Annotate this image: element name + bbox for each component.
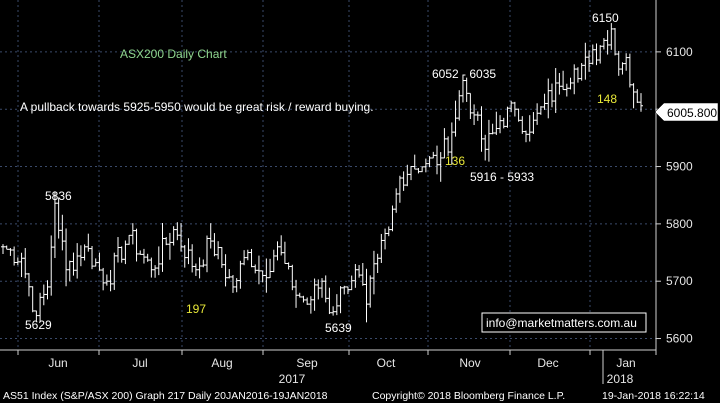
x-year-label: 2018 [607, 372, 634, 386]
footer-center: Copyright© 2018 Bloomberg Finance L.P. [372, 390, 565, 402]
x-tick-label: Jan [616, 356, 635, 370]
axes: 560057005800590060006100JunJulAugSepOctN… [0, 0, 693, 386]
contact-box: info@marketmatters.com.au [481, 312, 647, 333]
x-tick-label: Nov [459, 356, 480, 370]
last-price-box: 6005.800 [654, 102, 719, 122]
grid-layer [0, 0, 657, 350]
annotation-5639: 5639 [325, 321, 352, 335]
annotation-6150: 6150 [592, 11, 619, 25]
x-tick-label: Jun [48, 356, 67, 370]
x-tick-label: Aug [211, 356, 232, 370]
annotation-136: 136 [445, 154, 465, 168]
chart-title: ASX200 Daily Chart [120, 47, 227, 61]
annotation-5836: 5836 [45, 189, 72, 203]
x-tick-label: Oct [377, 356, 396, 370]
x-tick-label: Jul [132, 356, 147, 370]
annotation-5629: 5629 [25, 318, 52, 332]
x-year-label: 2017 [279, 372, 306, 386]
last-price-label: 6005.800 [667, 106, 717, 120]
annotation-6052-6035: 6052 - 6035 [432, 67, 496, 81]
y-tick-label: 6100 [666, 45, 693, 59]
x-tick-label: Dec [537, 356, 558, 370]
annotation-5916-5933: 5916 - 5933 [470, 170, 534, 184]
y-tick-label: 5700 [666, 274, 693, 288]
ohlc-bars [1, 23, 643, 323]
y-tick-label: 5900 [666, 160, 693, 174]
x-tick-label: Sep [296, 356, 318, 370]
footer-bar: AS51 Index (S&P/ASX 200) Graph 217 Daily… [0, 387, 720, 403]
annotation-148: 148 [597, 92, 617, 106]
chart-subtitle: A pullback towards 5925-5950 would be gr… [20, 100, 374, 114]
y-tick-label: 5600 [666, 332, 693, 346]
contact-email: info@marketmatters.com.au [486, 316, 637, 330]
annotation-197: 197 [186, 302, 206, 316]
footer-right: 19-Jan-2018 16:22:14 [602, 390, 705, 402]
footer-left: AS51 Index (S&P/ASX 200) Graph 217 Daily… [3, 390, 328, 402]
y-tick-label: 5800 [666, 217, 693, 231]
